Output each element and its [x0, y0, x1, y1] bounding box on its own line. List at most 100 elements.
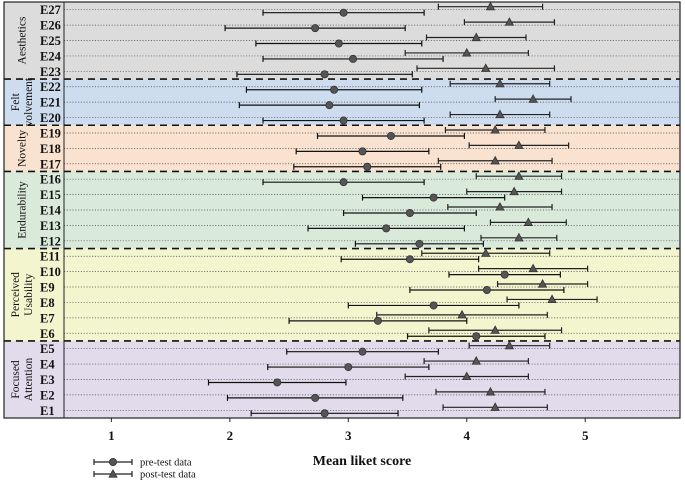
- y-tick-label: E1: [40, 404, 55, 418]
- x-axis-ticks: 1 2 3 4 5: [108, 418, 589, 443]
- post-test-point: [528, 263, 538, 273]
- y-tick-label: E19: [40, 126, 61, 140]
- y-tick-label: E15: [40, 188, 61, 202]
- pre-test-point: [405, 255, 414, 264]
- x-tick-label: 5: [582, 428, 589, 443]
- post-test-point: [457, 309, 467, 319]
- pre-test-point: [405, 208, 414, 217]
- post-test-point: [485, 1, 496, 11]
- y-tick-label: E11: [40, 250, 60, 264]
- post-test-point: [528, 94, 538, 103]
- pre-test-point: [363, 162, 372, 171]
- x-tick-label: 4: [464, 428, 471, 443]
- post-test-point: [547, 294, 557, 303]
- y-tick-label: E23: [40, 65, 61, 79]
- post-test-point: [462, 47, 472, 57]
- pre-test-point: [429, 301, 438, 310]
- y-tick-label: E6: [40, 327, 55, 341]
- legend-triangle-marker: [108, 468, 118, 478]
- post-test-point: [495, 78, 505, 88]
- pre-test-point: [344, 363, 353, 372]
- y-tick-label: E20: [40, 111, 61, 125]
- x-tick-label: 1: [108, 428, 115, 443]
- pre-test-point: [330, 85, 339, 94]
- post-test-point: [471, 356, 481, 365]
- y-tick-label: E26: [40, 19, 61, 33]
- group-label: volvement: [23, 77, 35, 126]
- post-test-point: [514, 140, 524, 149]
- y-tick-label: E9: [40, 281, 55, 295]
- pre-test-point: [339, 116, 348, 125]
- y-tick-label: E22: [40, 80, 61, 94]
- group-band: [4, 248, 680, 341]
- x-axis-label: Mean liket score: [313, 454, 412, 469]
- post-test-point: [514, 171, 524, 180]
- group-labels: Focused Attention Perceived Usability Endura…: [10, 16, 35, 401]
- legend-label: post-test data: [140, 470, 196, 481]
- pre-test-point: [320, 70, 329, 79]
- post-test-point: [504, 340, 515, 350]
- group-label: Felt: [10, 92, 22, 111]
- pre-test-point: [339, 8, 348, 17]
- pre-test-point: [334, 39, 343, 48]
- y-tick-label: E12: [40, 234, 61, 248]
- pre-test-point: [500, 270, 509, 279]
- pre-test-point: [382, 224, 391, 233]
- post-test-point: [523, 217, 534, 226]
- group-label: Endurability: [17, 181, 29, 239]
- pre-test-point: [320, 409, 329, 418]
- pre-test-point: [311, 24, 320, 33]
- post-test-point: [537, 279, 548, 288]
- pre-test-point: [415, 239, 424, 248]
- group-separators: [4, 78, 680, 342]
- y-tick-label: E10: [40, 265, 61, 279]
- y-tick-label: E5: [40, 342, 55, 356]
- y-tick-label: E18: [40, 142, 61, 156]
- y-tick-label: E17: [40, 157, 61, 171]
- y-tick-label: E7: [40, 311, 55, 325]
- x-tick-label: 3: [345, 428, 352, 443]
- post-test-point: [490, 124, 500, 134]
- group-label: Focused: [10, 360, 22, 399]
- y-tick-label: E25: [40, 34, 61, 48]
- post-test-point: [471, 32, 481, 42]
- pre-test-point: [325, 101, 334, 110]
- plot-frame: [3, 1, 681, 419]
- y-tick-label: E16: [40, 173, 61, 187]
- y-tick-label: E13: [40, 219, 61, 233]
- y-tick-label: E4: [40, 358, 55, 372]
- pre-test-point: [273, 378, 282, 387]
- legend-circle-marker: [109, 457, 118, 466]
- pre-test-point: [358, 347, 367, 356]
- pre-test-point: [386, 131, 395, 140]
- markers: [273, 1, 557, 418]
- y-tick-label: E21: [40, 96, 61, 110]
- y-tick-label: E24: [40, 49, 62, 63]
- y-tick-label: E27: [40, 3, 61, 17]
- pre-test-point: [349, 54, 358, 63]
- post-test-point: [462, 371, 472, 381]
- pre-test-point: [311, 393, 320, 402]
- post-test-point: [504, 17, 515, 26]
- post-test-point: [509, 186, 519, 196]
- pre-test-point: [373, 316, 382, 325]
- pre-test-point: [358, 147, 367, 156]
- x-tick-label: 2: [227, 428, 234, 443]
- y-tick-label: E2: [40, 388, 55, 402]
- post-test-point: [490, 155, 500, 165]
- pre-test-point: [472, 332, 481, 341]
- post-test-point: [514, 232, 524, 242]
- pre-test-point: [429, 193, 438, 202]
- group-label: Attention: [23, 358, 35, 402]
- group-label: Aesthetics: [17, 16, 29, 64]
- group-label: Novelty: [17, 130, 29, 167]
- post-test-point: [481, 63, 491, 72]
- group-label: Perceived: [10, 272, 22, 318]
- pre-test-point: [339, 178, 348, 187]
- post-test-point: [490, 402, 500, 411]
- legend-label: pre-test data: [140, 458, 192, 469]
- post-test-point: [495, 109, 505, 119]
- y-tick-label: E14: [40, 204, 62, 218]
